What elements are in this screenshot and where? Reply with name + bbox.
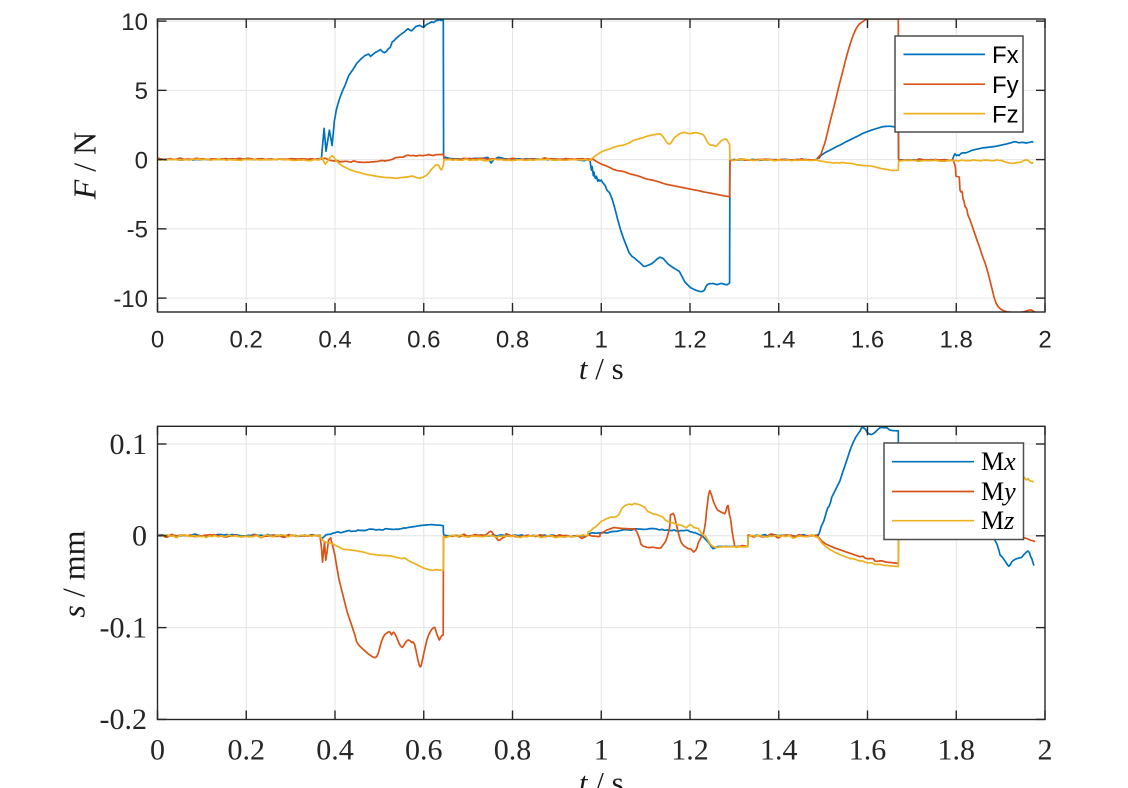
svg-text:1.4: 1.4 bbox=[760, 734, 798, 767]
svg-text:1: 1 bbox=[594, 734, 609, 767]
svg-text:0: 0 bbox=[150, 734, 165, 767]
svg-text:My: My bbox=[981, 477, 1016, 506]
svg-text:2: 2 bbox=[1038, 326, 1051, 353]
svg-text:0.4: 0.4 bbox=[316, 734, 354, 767]
svg-text:1.8: 1.8 bbox=[940, 326, 973, 353]
svg-text:2: 2 bbox=[1038, 734, 1053, 767]
svg-text:0.6: 0.6 bbox=[405, 734, 443, 767]
svg-text:0: 0 bbox=[135, 147, 148, 174]
svg-text:1.2: 1.2 bbox=[673, 326, 706, 353]
svg-text:-10: -10 bbox=[113, 286, 148, 313]
svg-text:Fx: Fx bbox=[992, 42, 1019, 69]
svg-text:-0.2: -0.2 bbox=[100, 703, 148, 736]
svg-text:1.2: 1.2 bbox=[671, 734, 709, 767]
svg-text:0.2: 0.2 bbox=[230, 326, 263, 353]
svg-text:0.8: 0.8 bbox=[494, 734, 532, 767]
svg-text:t / s: t / s bbox=[579, 765, 624, 788]
svg-text:1.8: 1.8 bbox=[937, 734, 975, 767]
svg-text:5: 5 bbox=[135, 78, 148, 105]
svg-text:10: 10 bbox=[121, 9, 148, 36]
svg-text:Mx: Mx bbox=[981, 447, 1016, 476]
svg-text:0: 0 bbox=[151, 326, 164, 353]
svg-text:1.4: 1.4 bbox=[762, 326, 795, 353]
svg-text:-5: -5 bbox=[127, 217, 148, 244]
svg-text:0.6: 0.6 bbox=[407, 326, 440, 353]
svg-text:1.6: 1.6 bbox=[849, 734, 887, 767]
svg-text:1.6: 1.6 bbox=[851, 326, 884, 353]
svg-text:Fz: Fz bbox=[992, 101, 1019, 128]
svg-text:0.1: 0.1 bbox=[110, 428, 148, 461]
svg-text:Fy: Fy bbox=[992, 72, 1019, 99]
svg-text:0.8: 0.8 bbox=[496, 326, 529, 353]
svg-text:0: 0 bbox=[132, 520, 147, 553]
svg-text:s / mm: s / mm bbox=[56, 530, 92, 617]
svg-text:-0.1: -0.1 bbox=[100, 611, 148, 644]
svg-text:1: 1 bbox=[595, 326, 608, 353]
svg-text:t / s: t / s bbox=[579, 351, 624, 386]
svg-text:0.2: 0.2 bbox=[227, 734, 265, 767]
svg-text:Mz: Mz bbox=[981, 506, 1014, 535]
svg-text:F / N: F / N bbox=[67, 132, 103, 201]
svg-text:0.4: 0.4 bbox=[318, 326, 351, 353]
